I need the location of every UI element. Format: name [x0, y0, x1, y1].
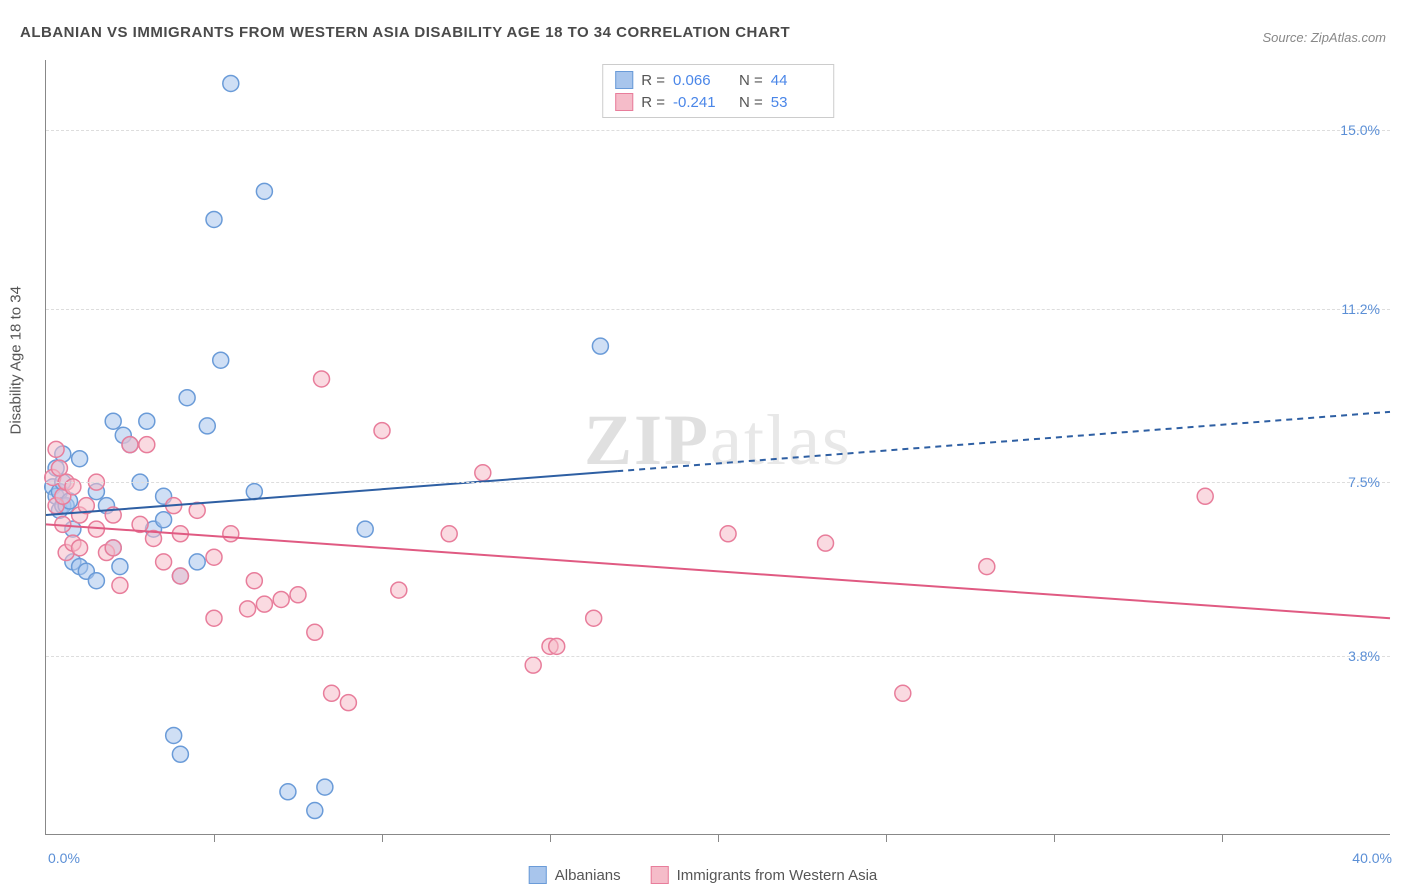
data-point [88, 573, 104, 589]
x-tick [1222, 834, 1223, 842]
data-point [340, 695, 356, 711]
x-tick [382, 834, 383, 842]
data-point [213, 352, 229, 368]
gridline [46, 309, 1390, 310]
regression-line-dashed [617, 412, 1390, 471]
y-axis-label: Disability Age 18 to 34 [8, 286, 25, 434]
legend-item-albanians: Albanians [529, 866, 621, 884]
data-point [156, 512, 172, 528]
y-tick-label: 11.2% [1341, 301, 1380, 317]
data-point [441, 526, 457, 542]
data-point [290, 587, 306, 603]
data-point [307, 803, 323, 819]
data-point [139, 413, 155, 429]
data-point [280, 784, 296, 800]
data-point [324, 685, 340, 701]
plot-area: ZIPatlas R = 0.066 N = 44 R = -0.241 N =… [45, 60, 1390, 835]
scatter-svg [46, 60, 1390, 834]
x-tick [886, 834, 887, 842]
x-tick [1054, 834, 1055, 842]
data-point [592, 338, 608, 354]
data-point [240, 601, 256, 617]
data-point [112, 577, 128, 593]
data-point [72, 451, 88, 467]
data-point [206, 211, 222, 227]
data-point [391, 582, 407, 598]
data-point [223, 75, 239, 91]
data-point [525, 657, 541, 673]
data-point [314, 371, 330, 387]
data-point [475, 465, 491, 481]
data-point [720, 526, 736, 542]
x-tick [214, 834, 215, 842]
data-point [112, 559, 128, 575]
data-point [273, 591, 289, 607]
data-point [1197, 488, 1213, 504]
y-tick-label: 7.5% [1348, 474, 1380, 490]
legend-label-immigrants: Immigrants from Western Asia [677, 867, 878, 884]
data-point [586, 610, 602, 626]
swatch-albanians-icon [529, 866, 547, 884]
data-point [256, 596, 272, 612]
gridline [46, 656, 1390, 657]
data-point [72, 540, 88, 556]
data-point [139, 437, 155, 453]
regression-line [46, 471, 617, 515]
data-point [374, 423, 390, 439]
data-point [166, 727, 182, 743]
data-point [105, 540, 121, 556]
data-point [189, 554, 205, 570]
gridline [46, 130, 1390, 131]
y-tick-label: 15.0% [1340, 122, 1380, 138]
legend-item-immigrants: Immigrants from Western Asia [651, 866, 878, 884]
data-point [549, 638, 565, 654]
chart-title: ALBANIAN VS IMMIGRANTS FROM WESTERN ASIA… [20, 24, 790, 41]
data-point [172, 568, 188, 584]
x-axis-max-label: 40.0% [1352, 850, 1392, 866]
data-point [48, 441, 64, 457]
data-point [156, 554, 172, 570]
data-point [199, 418, 215, 434]
data-point [105, 413, 121, 429]
data-point [979, 559, 995, 575]
data-point [317, 779, 333, 795]
data-point [172, 746, 188, 762]
data-point [246, 484, 262, 500]
data-point [122, 437, 138, 453]
data-point [223, 526, 239, 542]
swatch-immigrants-icon [651, 866, 669, 884]
data-point [206, 549, 222, 565]
data-point [206, 610, 222, 626]
data-point [818, 535, 834, 551]
source-attribution: Source: ZipAtlas.com [1262, 30, 1386, 45]
data-point [895, 685, 911, 701]
legend-label-albanians: Albanians [555, 867, 621, 884]
data-point [246, 573, 262, 589]
x-tick [550, 834, 551, 842]
data-point [307, 624, 323, 640]
data-point [256, 183, 272, 199]
x-axis-min-label: 0.0% [48, 850, 80, 866]
x-tick [718, 834, 719, 842]
series-legend: Albanians Immigrants from Western Asia [529, 866, 878, 884]
data-point [357, 521, 373, 537]
gridline [46, 482, 1390, 483]
y-tick-label: 3.8% [1348, 648, 1380, 664]
data-point [179, 390, 195, 406]
